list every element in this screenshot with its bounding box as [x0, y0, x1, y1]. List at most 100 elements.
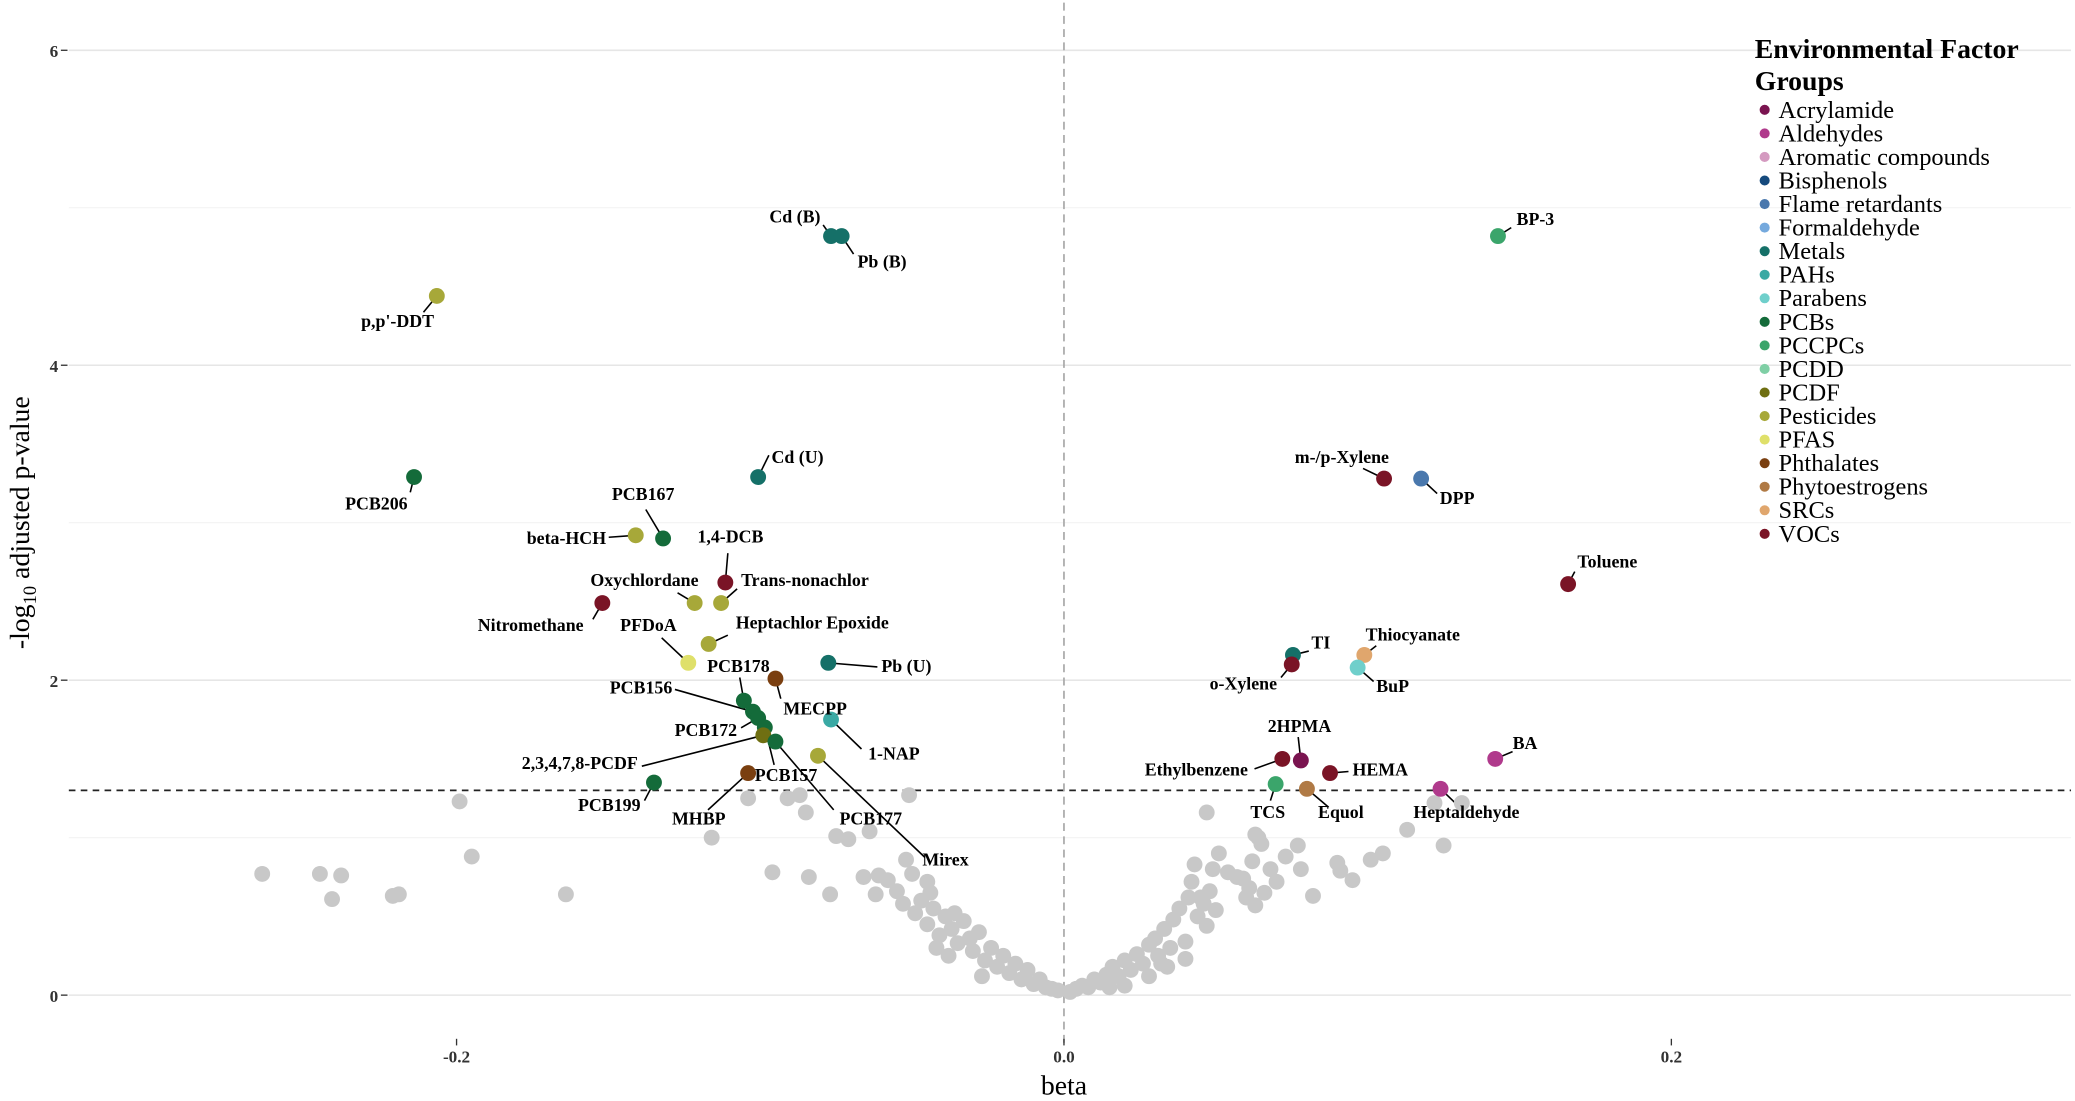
nonsignificant-point [895, 895, 911, 912]
legend-item-label: Parabens [1779, 285, 1867, 312]
nonsignificant-point [1241, 880, 1258, 896]
nonsignificant-point [703, 829, 720, 846]
point-label: BP-3 [1517, 209, 1555, 229]
nonsignificant-point [1277, 848, 1294, 865]
point-label: Cd (B) [769, 206, 820, 227]
nonsignificant-point [390, 886, 407, 903]
nonsignificant-point [1399, 821, 1416, 838]
nonsignificant-point [855, 869, 872, 885]
legend-swatch-vocs [1759, 528, 1770, 539]
point-label: beta-HCH [527, 528, 606, 548]
point-label: Mirex [922, 849, 968, 869]
nonsignificant-point [1162, 939, 1179, 956]
nonsignificant-point [311, 865, 328, 882]
nonsignificant-point [254, 865, 271, 882]
nonsignificant-point [1195, 895, 1212, 912]
legend-item-label: Metals [1779, 238, 1846, 265]
significant-point [1274, 750, 1291, 767]
significant-point [740, 765, 757, 782]
nonsignificant-point [800, 869, 817, 885]
significant-point [1298, 780, 1315, 797]
nonsignificant-point [1019, 961, 1036, 978]
legend-swatch-pahs [1759, 269, 1770, 280]
point-label: Toluene [1577, 552, 1637, 572]
legend-swatch-parabens [1759, 293, 1770, 304]
nonsignificant-point [1453, 795, 1470, 811]
nonsignificant-point [1426, 795, 1443, 811]
point-label: PCB178 [707, 656, 770, 676]
nonsignificant-point [940, 947, 957, 964]
point-label: PCB199 [578, 795, 641, 815]
nonsignificant-point [557, 886, 574, 903]
legend-item-label: PAHs [1779, 262, 1835, 289]
nonsignificant-points [254, 787, 1470, 1000]
label-connector [641, 734, 764, 767]
significant-point [1283, 656, 1300, 673]
nonsignificant-point [822, 886, 839, 903]
nonsignificant-point [1186, 856, 1203, 873]
significant-point [1349, 659, 1366, 676]
point-label: TCS [1250, 802, 1285, 822]
nonsignificant-point [922, 884, 939, 901]
y-tick-label: 4 [50, 357, 59, 376]
significant-point [823, 711, 839, 728]
point-label: PCB167 [612, 484, 675, 504]
legend-swatch-aldehydes [1759, 128, 1770, 139]
nonsignificant-point [1141, 968, 1157, 985]
point-label: p,p'-DDT [361, 311, 434, 331]
significant-point [713, 595, 730, 611]
nonsignificant-point [983, 939, 1000, 956]
point-label: DPP [1440, 488, 1475, 508]
legend-swatch-flame-retardants [1759, 199, 1770, 210]
point-label: Trans-nonachlor [741, 570, 869, 590]
point-label: PCB156 [610, 677, 673, 697]
legend-item-label: PCBs [1779, 309, 1835, 336]
nonsignificant-point [324, 891, 340, 908]
nonsignificant-point [840, 831, 857, 848]
nonsignificant-point [1183, 873, 1200, 890]
legend-item-label: Flame retardants [1779, 191, 1943, 218]
significant-point [1490, 228, 1506, 245]
nonsignificant-point [1134, 955, 1151, 972]
nonsignificant-point [740, 790, 757, 807]
point-label: Thiocyanate [1366, 624, 1460, 644]
nonsignificant-point [1305, 887, 1321, 904]
point-labels: Cd (B) Pb (B) p,p'-DDT PCB206 Cd (U) beta-HCH… [345, 206, 1637, 869]
nonsignificant-point [943, 921, 960, 937]
legend-item-label: PFAS [1779, 427, 1836, 454]
nonsignificant-point [1210, 845, 1227, 862]
nonsignificant-point [1201, 883, 1218, 900]
legend-item-label: Aldehydes [1779, 120, 1884, 147]
point-label: PFDoA [620, 615, 677, 635]
nonsignificant-point [1198, 804, 1215, 821]
nonsignificant-point [1292, 861, 1309, 878]
point-label: o-Xylene [1210, 673, 1278, 693]
legend-title: Environmental Factor [1755, 34, 2019, 65]
nonsignificant-point [1177, 950, 1194, 967]
label-connector [774, 741, 835, 811]
legend-swatch-bisphenols [1759, 175, 1770, 186]
nonsignificant-point [974, 968, 990, 985]
nonsignificant-point [1332, 862, 1349, 879]
significant-point [1487, 750, 1504, 767]
significant-point [680, 654, 697, 671]
legend-swatch-pcdd [1759, 363, 1770, 374]
nonsignificant-point [451, 793, 468, 810]
nonsignificant-point [977, 952, 993, 969]
point-label: Heptachlor Epoxide [736, 613, 889, 633]
point-label: PCB206 [345, 493, 408, 513]
point-label: Pb (B) [858, 251, 907, 272]
y-tick-label: 0 [50, 987, 59, 1006]
legend-title-line2: Groups [1755, 66, 1844, 97]
nonsignificant-point [1204, 861, 1221, 878]
nonsignificant-point [463, 848, 480, 865]
point-label: PCB177 [840, 808, 903, 828]
label-connector [828, 662, 878, 668]
nonsignificant-point [1171, 900, 1188, 917]
significant-point [646, 774, 662, 791]
significant-point [1322, 765, 1338, 782]
nonsignificant-point [1049, 982, 1066, 999]
significant-point [767, 733, 784, 750]
significant-points [406, 228, 1577, 797]
nonsignificant-point [1122, 961, 1139, 978]
